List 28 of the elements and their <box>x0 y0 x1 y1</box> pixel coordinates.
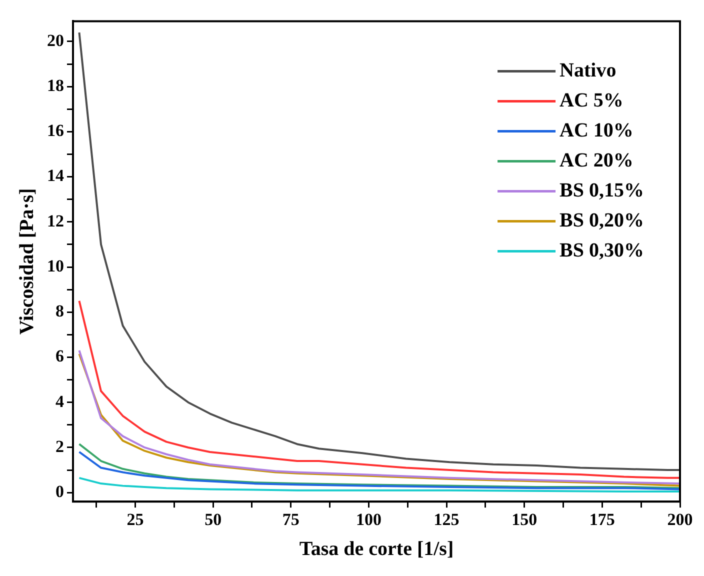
legend-label: Nativo <box>560 59 616 82</box>
y-tick-label: 0 <box>56 482 64 501</box>
x-tick-label: 175 <box>589 510 615 530</box>
x-tick-label: 25 <box>126 510 144 530</box>
x-tick-label: 200 <box>667 510 693 530</box>
x-tick-label: 50 <box>204 510 222 530</box>
y-tick-label: 4 <box>56 392 64 411</box>
legend-label: AC 20% <box>560 149 634 172</box>
y-tick-label: 18 <box>47 76 64 95</box>
x-tick-label: 150 <box>512 510 538 530</box>
x-tick-label: 75 <box>282 510 300 530</box>
y-tick-label: 20 <box>47 30 64 50</box>
legend-label: BS 0,20% <box>560 209 644 232</box>
x-tick-label: 125 <box>434 510 460 530</box>
x-axis-title: Tasa de corte [1/s] <box>299 538 454 560</box>
x-tick-label: 100 <box>356 510 382 530</box>
y-tick-label: 10 <box>47 256 64 276</box>
y-axis-title: Viscosidad [Pa·s] <box>16 188 38 335</box>
legend-label: BS 0,30% <box>560 239 644 262</box>
legend-label: AC 5% <box>560 89 624 112</box>
legend-label: BS 0,15% <box>560 179 644 202</box>
y-tick-label: 2 <box>56 436 64 456</box>
y-tick-label: 14 <box>47 166 64 186</box>
legend-label: AC 10% <box>560 119 634 142</box>
y-tick-label: 6 <box>56 346 64 366</box>
y-tick-label: 12 <box>47 211 64 230</box>
y-tick-label: 8 <box>56 302 64 321</box>
y-tick-label: 16 <box>47 121 64 140</box>
